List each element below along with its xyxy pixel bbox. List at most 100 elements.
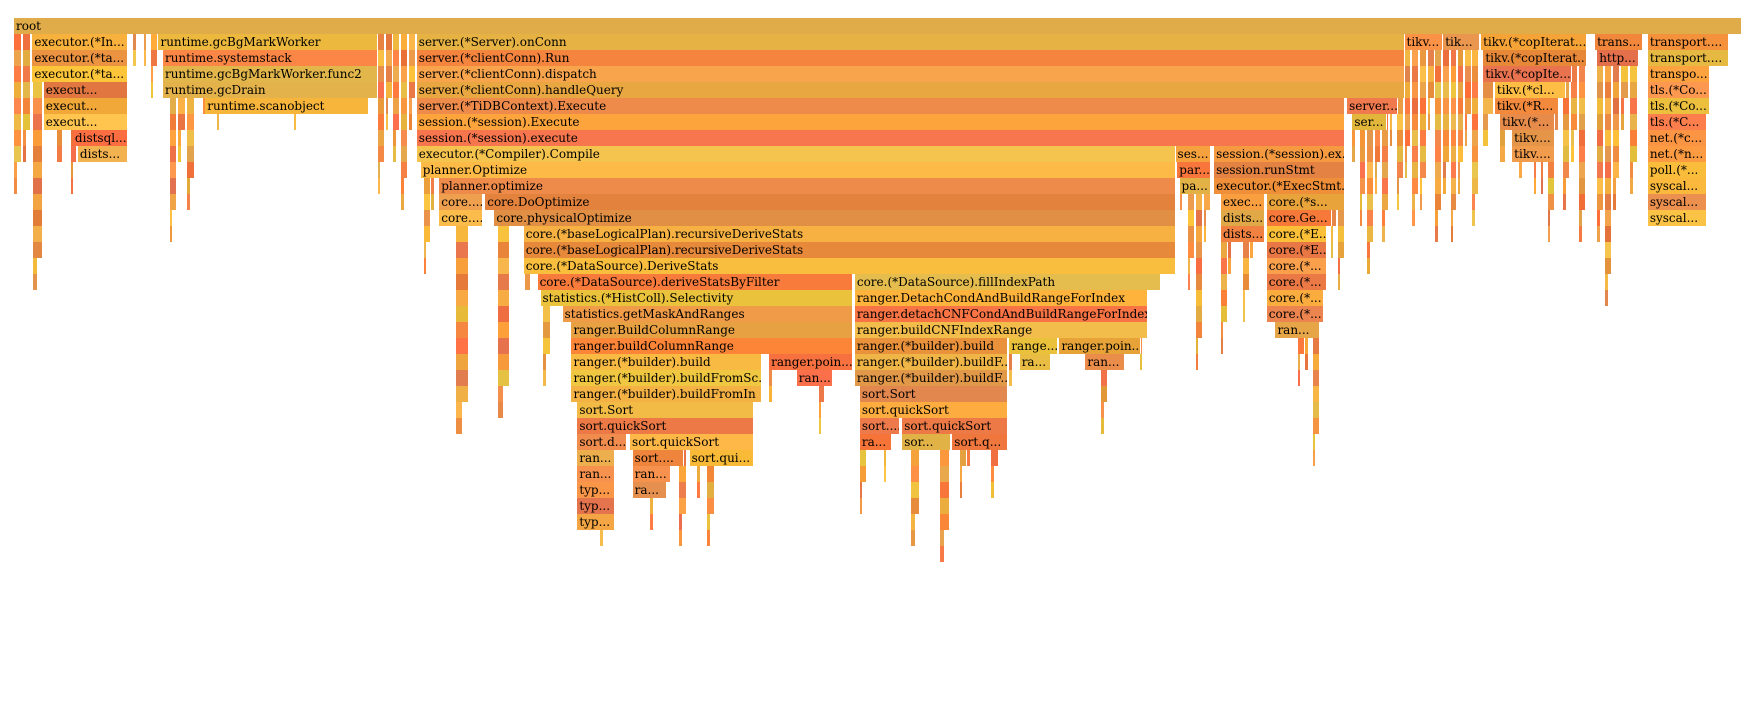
- flame-stack-frame[interactable]: [178, 114, 186, 130]
- flame-stack-frame[interactable]: [1465, 82, 1472, 98]
- flame-stack-frame[interactable]: [1613, 194, 1617, 210]
- flame-stack-frame[interactable]: [1195, 306, 1203, 322]
- flame-stack-frame[interactable]: [883, 466, 888, 482]
- flame-frame[interactable]: sort.d...: [577, 434, 628, 450]
- flame-stack-frame[interactable]: [1597, 130, 1605, 146]
- flame-stack-frame[interactable]: [1483, 82, 1494, 98]
- flame-stack-frame[interactable]: [1187, 274, 1192, 290]
- flame-stack-frame[interactable]: [1540, 162, 1545, 178]
- flame-stack-frame[interactable]: [1605, 82, 1613, 98]
- flame-stack-frame[interactable]: [1195, 258, 1203, 274]
- flame-frame[interactable]: transport....: [1647, 34, 1729, 50]
- flame-stack-frame[interactable]: [1397, 178, 1401, 194]
- flame-stack-frame[interactable]: [14, 34, 23, 50]
- flame-stack-frame[interactable]: [1472, 162, 1479, 178]
- flame-stack-frame[interactable]: [14, 98, 23, 114]
- flame-stack-frame[interactable]: [1605, 114, 1613, 130]
- flame-stack-frame[interactable]: [1457, 82, 1465, 98]
- flame-stack-frame[interactable]: [1472, 146, 1479, 162]
- flame-stack-frame[interactable]: [1472, 130, 1479, 146]
- flame-stack-frame[interactable]: [1597, 146, 1605, 162]
- flame-stack-frame[interactable]: [1221, 338, 1225, 354]
- flame-frame[interactable]: executor.(*Compiler).Compile: [416, 146, 1176, 162]
- flame-stack-frame[interactable]: [1571, 98, 1579, 114]
- flame-stack-frame[interactable]: [1221, 242, 1228, 258]
- flame-frame[interactable]: poll.(*...: [1647, 162, 1708, 178]
- flame-stack-frame[interactable]: [1338, 242, 1345, 258]
- flame-frame[interactable]: sort....: [859, 418, 901, 434]
- flame-stack-frame[interactable]: [1420, 66, 1427, 82]
- flame-stack-frame[interactable]: [14, 178, 19, 194]
- flame-stack-frame[interactable]: [33, 162, 43, 178]
- flame-root-frame[interactable]: root: [14, 18, 1742, 34]
- flame-stack-frame[interactable]: [1472, 66, 1479, 82]
- flame-stack-frame[interactable]: [1629, 114, 1638, 130]
- flame-stack-frame[interactable]: [1412, 178, 1420, 194]
- flame-frame[interactable]: tls.(*Co...: [1647, 82, 1710, 98]
- flame-stack-frame[interactable]: [1243, 290, 1247, 306]
- flame-stack-frame[interactable]: [169, 162, 178, 178]
- flame-stack-frame[interactable]: [1367, 242, 1371, 258]
- flame-stack-frame[interactable]: [497, 338, 511, 354]
- flame-frame[interactable]: runtime.scanobject: [205, 98, 370, 114]
- flame-stack-frame[interactable]: [1555, 114, 1559, 130]
- flame-stack-frame[interactable]: [377, 130, 385, 146]
- flame-stack-frame[interactable]: [1450, 130, 1458, 146]
- flame-stack-frame[interactable]: [1312, 450, 1317, 466]
- flame-stack-frame[interactable]: [1605, 226, 1613, 242]
- flame-frame[interactable]: dists...: [77, 146, 128, 162]
- flame-stack-frame[interactable]: [178, 146, 183, 162]
- flame-stack-frame[interactable]: [423, 258, 428, 274]
- flame-stack-frame[interactable]: [178, 130, 183, 146]
- flame-stack-frame[interactable]: [1359, 178, 1367, 194]
- flame-stack-frame[interactable]: [1450, 194, 1458, 210]
- flame-stack-frame[interactable]: [1359, 210, 1364, 226]
- flame-stack-frame[interactable]: [23, 34, 32, 50]
- flame-stack-frame[interactable]: [1597, 194, 1605, 210]
- flame-stack-frame[interactable]: [1420, 50, 1427, 66]
- flame-stack-frame[interactable]: [1605, 130, 1613, 146]
- flame-stack-frame[interactable]: [186, 194, 191, 210]
- flame-stack-frame[interactable]: [1629, 178, 1634, 194]
- flame-frame[interactable]: core.(*baseLogicalPlan).recursiveDeriveS…: [523, 226, 1176, 242]
- flame-stack-frame[interactable]: [1203, 226, 1208, 242]
- flame-frame[interactable]: core.(*DataSource).deriveStatsByFilter: [537, 274, 854, 290]
- flame-stack-frame[interactable]: [401, 162, 409, 178]
- flame-stack-frame[interactable]: [1450, 82, 1458, 98]
- flame-stack-frame[interactable]: [401, 130, 409, 146]
- flame-stack-frame[interactable]: [1465, 98, 1472, 114]
- flame-stack-frame[interactable]: [1435, 178, 1443, 194]
- flame-stack-frame[interactable]: [1579, 194, 1587, 210]
- flame-stack-frame[interactable]: [1571, 82, 1579, 98]
- flame-stack-frame[interactable]: [1243, 274, 1250, 290]
- flame-stack-frame[interactable]: [14, 146, 23, 162]
- flame-frame[interactable]: tikv.(*...: [1500, 114, 1556, 130]
- flame-stack-frame[interactable]: [818, 386, 826, 402]
- flame-frame[interactable]: tls.(*Co...: [1647, 98, 1710, 114]
- flame-stack-frame[interactable]: [1382, 210, 1386, 226]
- flame-stack-frame[interactable]: [33, 98, 43, 114]
- flame-frame[interactable]: core.(*...: [1266, 306, 1324, 322]
- flame-stack-frame[interactable]: [1382, 194, 1389, 210]
- flame-stack-frame[interactable]: [1140, 354, 1144, 370]
- flame-stack-frame[interactable]: [1397, 146, 1404, 162]
- flame-stack-frame[interactable]: [1305, 338, 1309, 354]
- flame-stack-frame[interactable]: [1331, 242, 1335, 258]
- flame-frame[interactable]: ran...: [1275, 322, 1321, 338]
- flame-stack-frame[interactable]: [1243, 306, 1247, 322]
- flame-stack-frame[interactable]: [393, 82, 401, 98]
- flame-stack-frame[interactable]: [1472, 194, 1476, 210]
- flame-stack-frame[interactable]: [1548, 194, 1555, 210]
- flame-stack-frame[interactable]: [1629, 98, 1638, 114]
- flame-frame[interactable]: trans...: [1595, 34, 1644, 50]
- flame-stack-frame[interactable]: [1412, 98, 1420, 114]
- flame-stack-frame[interactable]: [1563, 146, 1571, 162]
- flame-stack-frame[interactable]: [431, 178, 435, 194]
- flame-frame[interactable]: ranger.(*builder).buildF...: [854, 370, 1008, 386]
- flame-stack-frame[interactable]: [1420, 146, 1427, 162]
- flame-stack-frame[interactable]: [1597, 82, 1605, 98]
- flame-stack-frame[interactable]: [1597, 178, 1605, 194]
- flame-stack-frame[interactable]: [1359, 146, 1367, 162]
- flame-stack-frame[interactable]: [497, 242, 511, 258]
- flame-stack-frame[interactable]: [1457, 98, 1465, 114]
